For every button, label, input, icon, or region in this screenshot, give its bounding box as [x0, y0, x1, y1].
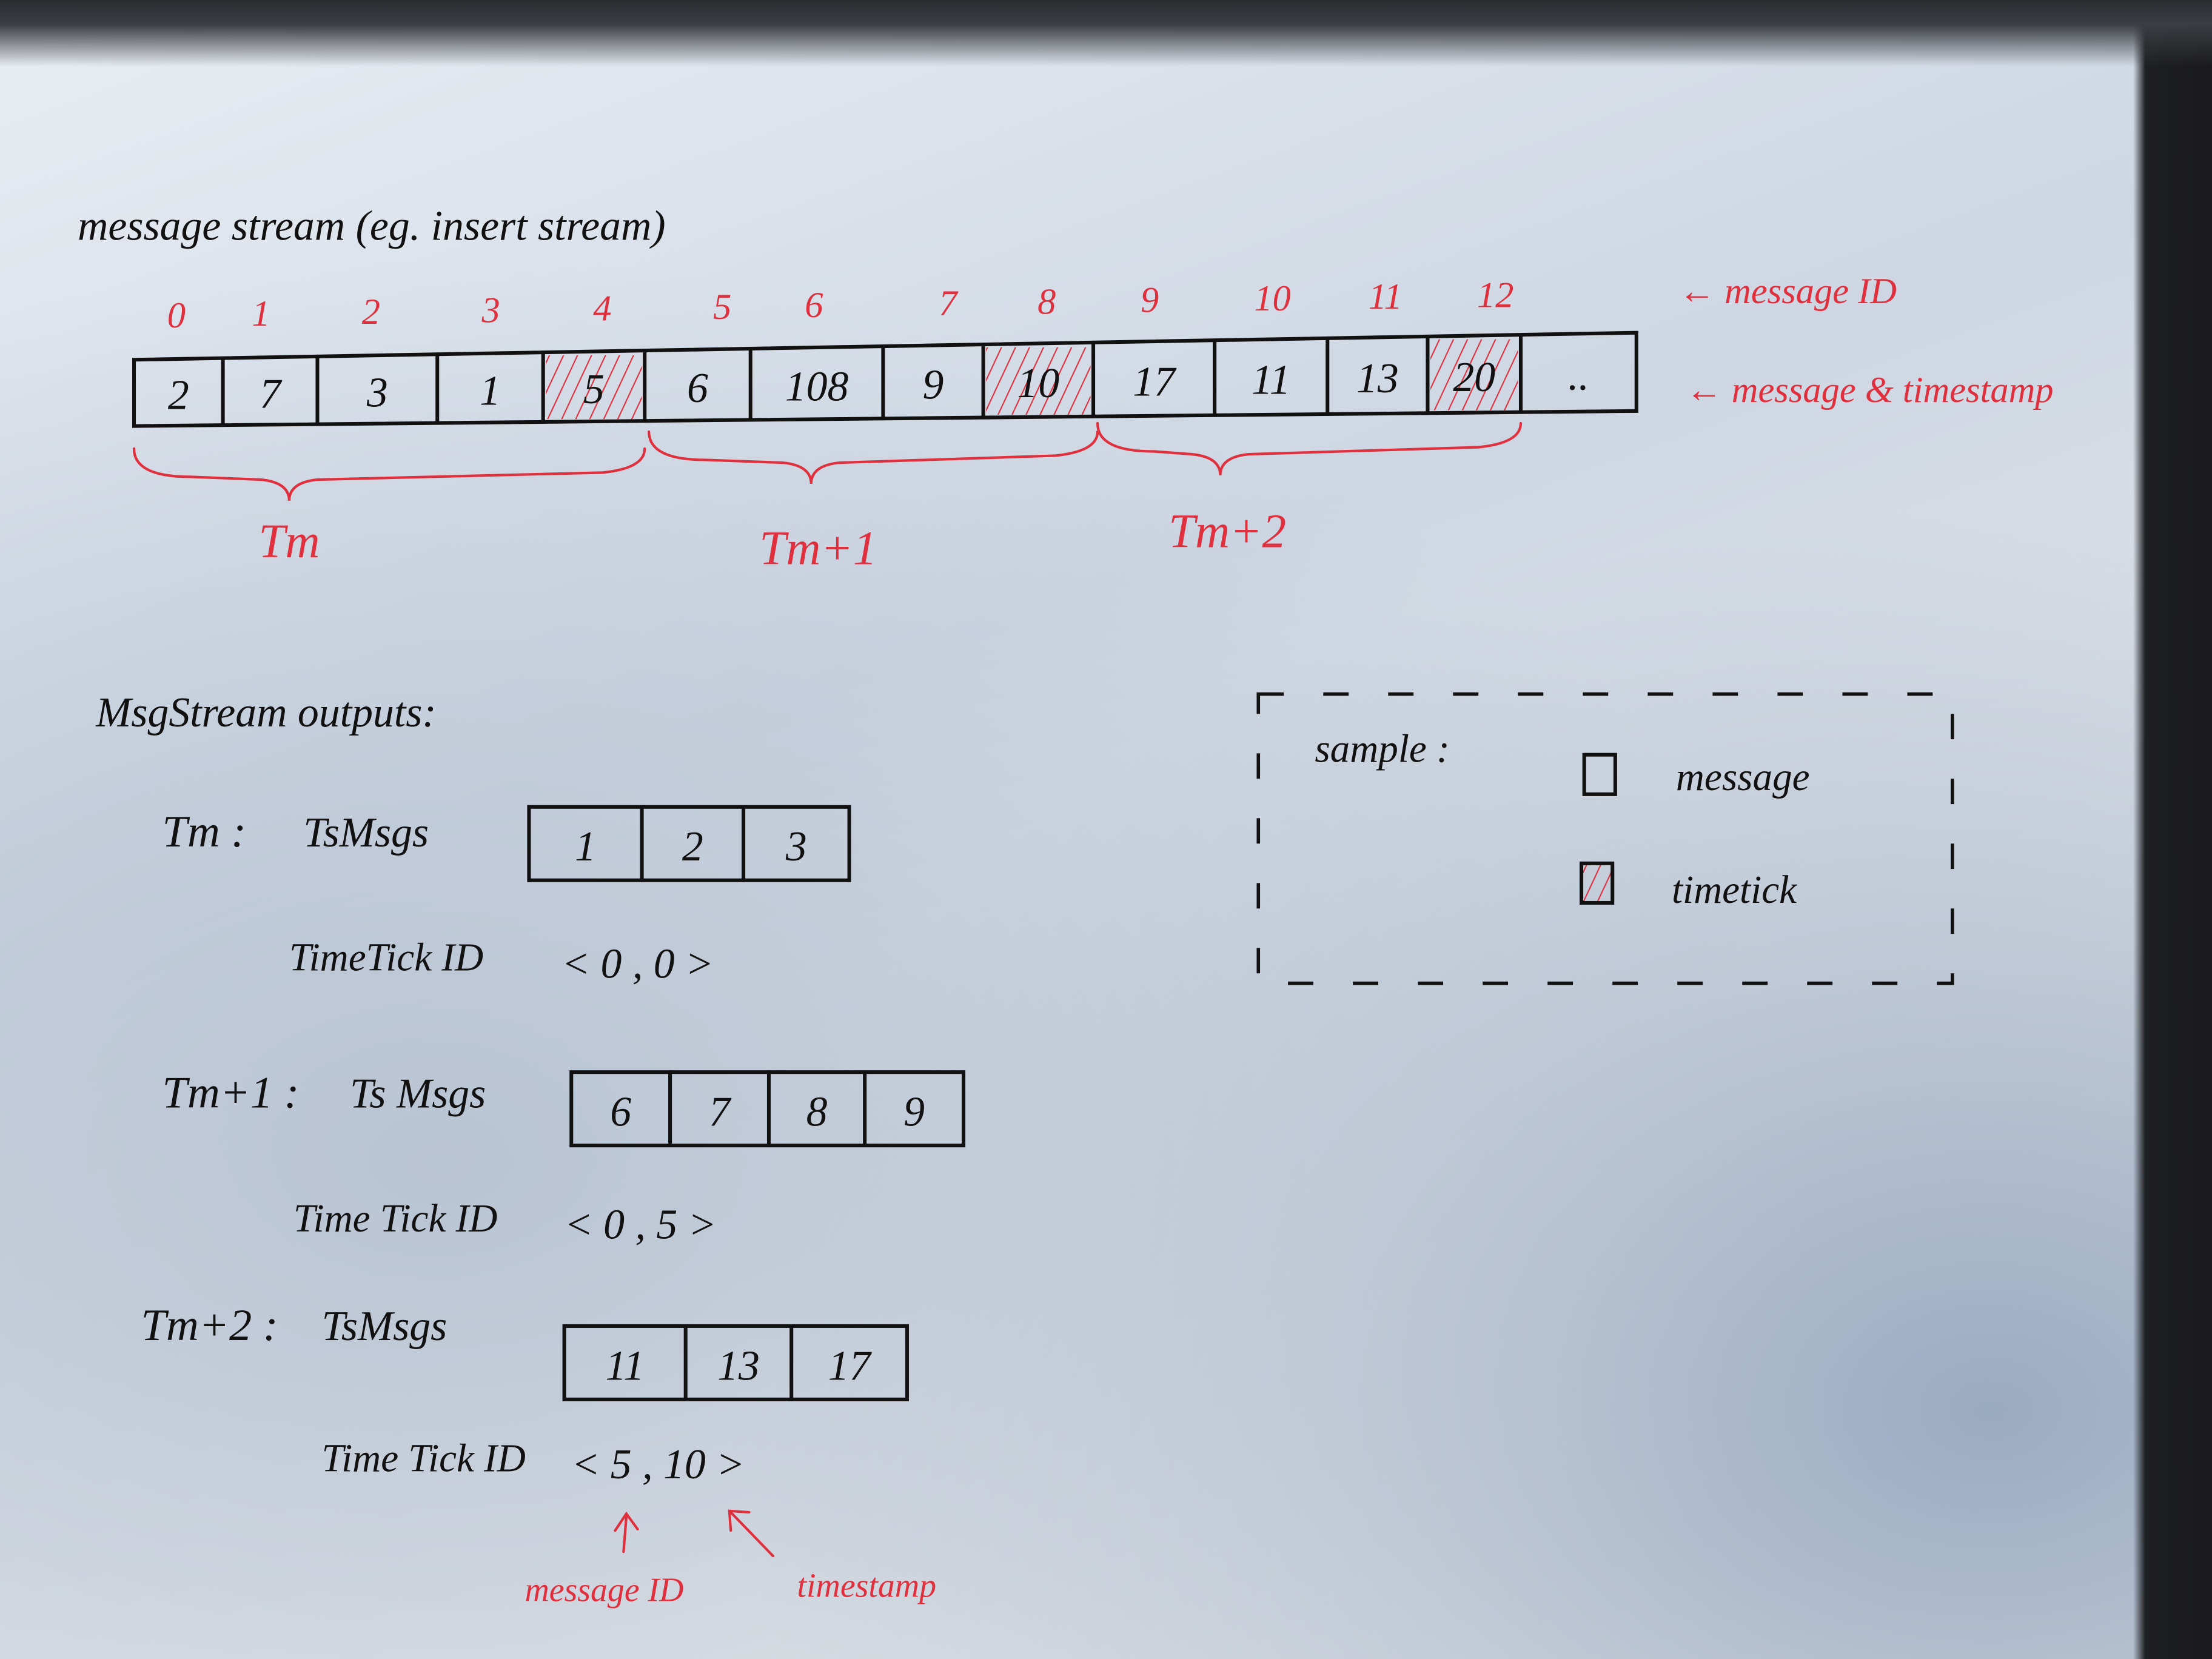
stream-cell-value: 7	[260, 371, 283, 418]
timetick-hatch	[546, 355, 642, 420]
stream-cell-value: 5	[583, 366, 605, 413]
legend-timetick-swatch	[1580, 861, 1615, 905]
tsmsg-value: 7	[709, 1089, 732, 1136]
stream-cell-value: 17	[1133, 359, 1177, 406]
message-id: 6	[805, 285, 823, 326]
stream-cell: 108	[785, 363, 849, 410]
stream-cell-value: 9	[923, 361, 944, 408]
stream-cell: 9	[923, 361, 944, 408]
message-id: 3	[481, 290, 500, 330]
outputs-heading: MsgStream outputs:	[95, 689, 436, 736]
stream-cell-value: 10	[1017, 360, 1059, 407]
stream-cell-value: 11	[1252, 357, 1291, 404]
stream-cell: 5	[546, 355, 642, 420]
stream-cell: 1	[480, 368, 501, 415]
timetick-id-value: < 0 , 5 >	[565, 1202, 717, 1248]
message-id: 4	[593, 289, 611, 329]
tsmsg-value: 13	[717, 1342, 760, 1389]
range-brace	[1096, 421, 1523, 476]
stream-cell-value: 13	[1356, 355, 1399, 402]
stream-cell-value: 1	[480, 368, 501, 415]
timetick-hatch	[1430, 339, 1518, 411]
stream-cell: 7	[260, 371, 283, 418]
tsmsg-value: 6	[610, 1089, 631, 1136]
stream-cell-value: ..	[1568, 353, 1589, 400]
legend-title: sample :	[1315, 727, 1449, 771]
message-id: 9	[1141, 280, 1159, 321]
message-id: 7	[939, 283, 959, 324]
stream-cell: 17	[1133, 359, 1177, 406]
tsmsgs-label: TsMsgs	[303, 809, 429, 856]
stream-cell-value: 3	[366, 369, 388, 416]
stream-cell-value: 108	[785, 363, 849, 410]
tsmsgs-box	[527, 805, 851, 882]
stream-cell: 20	[1430, 339, 1518, 411]
tsmsg-value: 2	[682, 823, 703, 870]
group-label: Tm+2 :	[141, 1301, 278, 1350]
arrow-up-left-icon	[728, 1509, 775, 1558]
timetick-id-label: TimeTick ID	[289, 936, 483, 980]
legend-box: sample : message timetick	[1256, 692, 1954, 985]
message-id: 12	[1477, 275, 1513, 315]
message-stream: 2 7 3 1 5 6 108 9 10 17 11 13 20 ..0 1 2 3 4 5 6 7 8 9 10 11 12Tm…	[132, 275, 1638, 575]
tsmsg-value: 1	[575, 823, 596, 870]
message-id: 0	[167, 295, 186, 336]
output-group: Tm+1 : Ts Msgs 6 7 8 9 Time Tick ID < 0 , 5 >	[163, 1068, 966, 1248]
range-label: Tm+2	[1168, 506, 1286, 558]
message-id-annotation: ← message ID	[1679, 271, 1897, 312]
stream-cell: 2	[168, 372, 189, 419]
message-id-label: message ID	[525, 1572, 683, 1609]
tsmsgs-label: TsMsgs	[321, 1303, 447, 1350]
timetick-id-label: Time Tick ID	[293, 1197, 497, 1241]
stream-cell-value: 6	[687, 365, 708, 412]
timetick-id-label: Time Tick ID	[321, 1437, 525, 1481]
timestamp-label: timestamp	[797, 1567, 936, 1605]
timetick-id-value: < 5 , 10 >	[571, 1441, 745, 1488]
tsmsgs-box	[562, 1324, 909, 1401]
stream-cell-value: 20	[1453, 354, 1495, 401]
tsmsg-value: 8	[806, 1089, 828, 1136]
stream-cell-value: 2	[168, 372, 189, 419]
group-label: Tm+1 :	[163, 1068, 300, 1118]
group-label: Tm :	[163, 807, 247, 857]
tsmsg-value: 11	[605, 1342, 645, 1389]
legend-dashed-border	[1256, 692, 1954, 985]
diagram-title: message stream (eg. insert stream)	[78, 203, 666, 250]
stream-cell: 6	[687, 365, 708, 412]
stream-cell: ..	[1568, 353, 1589, 400]
stream-outline	[132, 330, 1638, 428]
stream-cell: 10	[986, 347, 1091, 415]
stream-cell: 11	[1252, 357, 1291, 404]
range-brace	[648, 430, 1099, 484]
tsmsg-value: 3	[785, 823, 807, 870]
tsmsg-value: 9	[903, 1089, 925, 1136]
message-timestamp-annotation: ← message & timestamp	[1686, 370, 2053, 411]
message-id: 1	[252, 293, 270, 334]
range-brace	[132, 447, 646, 501]
tsmsg-value: 17	[828, 1342, 873, 1389]
legend-message-swatch	[1582, 752, 1617, 796]
timetick-id-value: < 0 , 0 >	[561, 940, 714, 987]
range-label: Tm	[258, 515, 320, 568]
legend-message-label: message	[1676, 756, 1810, 799]
message-id: 2	[362, 292, 380, 332]
legend-timetick-label: timetick	[1672, 868, 1797, 912]
arrow-up-icon	[614, 1511, 639, 1553]
tsmsgs-label: Ts Msgs	[350, 1070, 486, 1117]
timetick-hatch	[986, 347, 1091, 415]
message-id: 5	[713, 287, 731, 327]
stream-cell: 13	[1356, 355, 1399, 402]
message-id: 8	[1037, 281, 1056, 322]
message-id: 10	[1254, 278, 1290, 319]
output-group: Tm : TsMsgs 1 2 3 TimeTick ID < 0 , 0 >	[163, 805, 851, 987]
stream-cell: 3	[366, 369, 388, 416]
output-group: Tm+2 : TsMsgs 11 13 17 Time Tick ID < 5 , 10 >	[141, 1301, 909, 1488]
message-id: 11	[1369, 276, 1403, 317]
range-label: Tm+1	[759, 523, 877, 575]
